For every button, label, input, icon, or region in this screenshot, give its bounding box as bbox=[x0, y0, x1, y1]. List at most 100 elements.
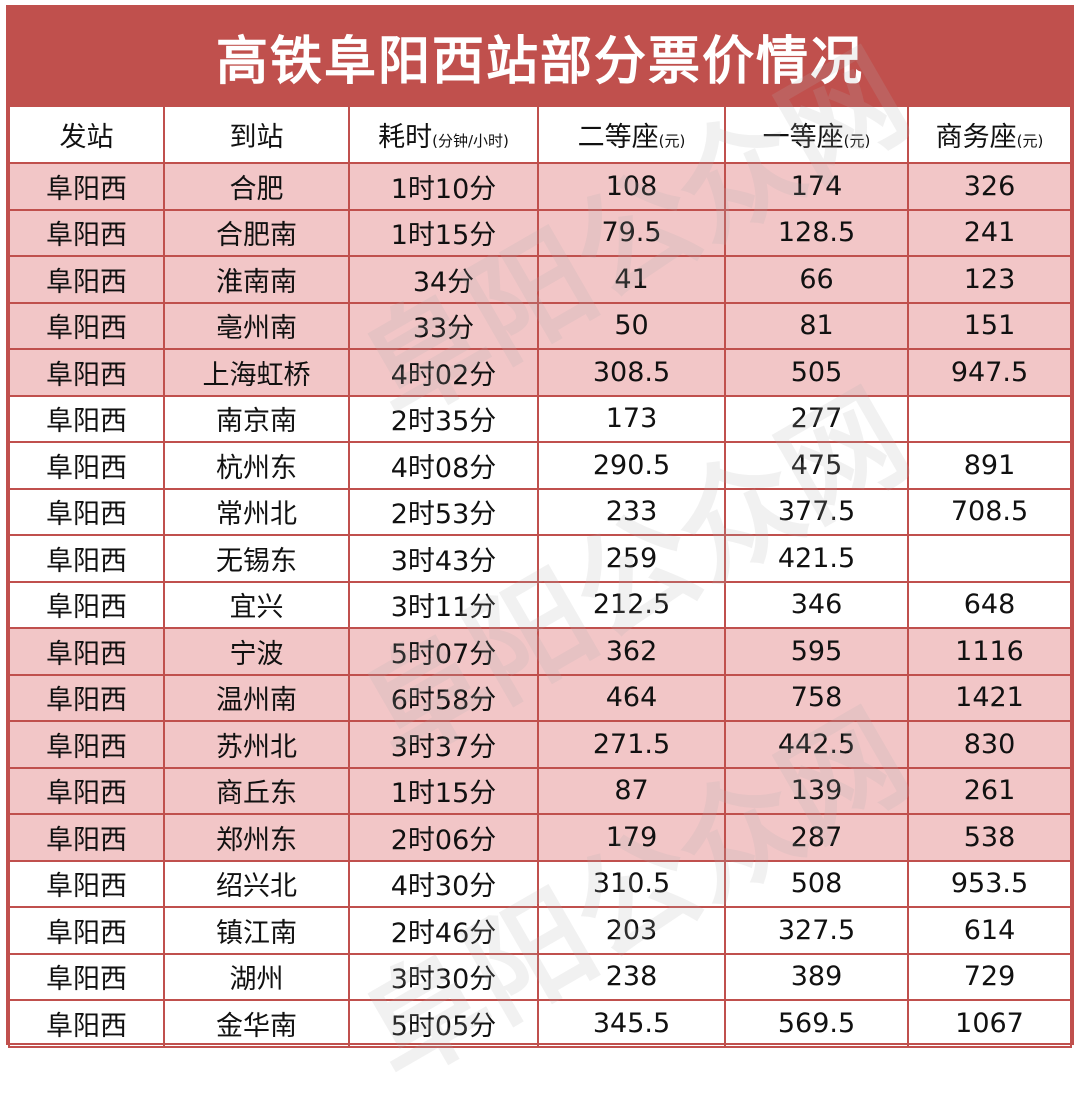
cell-to: 亳州南 bbox=[163, 301, 350, 350]
cell-time: 1时10分 bbox=[348, 162, 539, 211]
cell-time: 6时58分 bbox=[348, 673, 539, 722]
cell-time: 5时05分 bbox=[348, 999, 539, 1048]
cell-first: 174 bbox=[724, 162, 909, 211]
column-header-label: 商务座 bbox=[935, 122, 1017, 153]
cell-from: 阜阳西 bbox=[8, 394, 165, 443]
cell-second: 233 bbox=[537, 487, 726, 536]
table-row: 阜阳西 苏州北 3时37分 271.5 442.5 830 bbox=[8, 720, 1072, 769]
cell-to: 无锡东 bbox=[163, 534, 350, 583]
cell-from: 阜阳西 bbox=[8, 441, 165, 490]
column-header: 到站 bbox=[163, 105, 350, 164]
cell-second: 179 bbox=[537, 813, 726, 862]
cell-to: 杭州东 bbox=[163, 441, 350, 490]
cell-first: 389 bbox=[724, 952, 909, 1001]
column-header-unit: (元) bbox=[843, 132, 871, 150]
table-row: 阜阳西 温州南 6时58分 464 758 1421 bbox=[8, 673, 1072, 722]
cell-time: 3时37分 bbox=[348, 720, 539, 769]
cell-second: 173 bbox=[537, 394, 726, 443]
cell-from: 阜阳西 bbox=[8, 627, 165, 676]
cell-first: 595 bbox=[724, 627, 909, 676]
cell-from: 阜阳西 bbox=[8, 301, 165, 350]
column-header: 二等座(元) bbox=[537, 105, 726, 164]
cell-time: 1时15分 bbox=[348, 208, 539, 257]
table-row: 阜阳西 金华南 5时05分 345.5 569.5 1067 bbox=[8, 999, 1072, 1048]
cell-business: 123 bbox=[907, 255, 1072, 304]
cell-second: 345.5 bbox=[537, 999, 726, 1048]
cell-first: 81 bbox=[724, 301, 909, 350]
cell-first: 421.5 bbox=[724, 534, 909, 583]
cell-first: 287 bbox=[724, 813, 909, 862]
table-row: 阜阳西 亳州南 33分 50 81 151 bbox=[8, 301, 1072, 350]
fare-table: 发站 到站 耗时(分钟/小时) 二等座(元) 一等座(元) 商务座(元) 阜阳西 合肥 1时1… bbox=[8, 105, 1072, 1048]
cell-business bbox=[907, 394, 1072, 443]
cell-to: 淮南南 bbox=[163, 255, 350, 304]
cell-first: 346 bbox=[724, 580, 909, 629]
cell-to: 宜兴 bbox=[163, 580, 350, 629]
cell-second: 464 bbox=[537, 673, 726, 722]
cell-time: 4时08分 bbox=[348, 441, 539, 490]
table-row: 阜阳西 淮南南 34分 41 66 123 bbox=[8, 255, 1072, 304]
cell-to: 南京南 bbox=[163, 394, 350, 443]
table-row: 阜阳西 上海虹桥 4时02分 308.5 505 947.5 bbox=[8, 348, 1072, 397]
cell-from: 阜阳西 bbox=[8, 534, 165, 583]
cell-first: 508 bbox=[724, 859, 909, 908]
cell-time: 2时46分 bbox=[348, 906, 539, 955]
cell-to: 镇江南 bbox=[163, 906, 350, 955]
cell-to: 绍兴北 bbox=[163, 859, 350, 908]
cell-from: 阜阳西 bbox=[8, 766, 165, 815]
column-header-label: 耗时 bbox=[378, 122, 433, 153]
cell-business: 1116 bbox=[907, 627, 1072, 676]
cell-to: 商丘东 bbox=[163, 766, 350, 815]
fare-table-frame: 高铁阜阳西站部分票价情况 发站 到站 耗时(分钟/小时) 二等座(元) 一等座(元) 商务… bbox=[6, 5, 1074, 1048]
cell-first: 139 bbox=[724, 766, 909, 815]
cell-first: 66 bbox=[724, 255, 909, 304]
cell-business: 708.5 bbox=[907, 487, 1072, 536]
cell-time: 34分 bbox=[348, 255, 539, 304]
cell-business bbox=[907, 534, 1072, 583]
column-header-unit: (分钟/小时) bbox=[432, 132, 509, 150]
table-row: 阜阳西 湖州 3时30分 238 389 729 bbox=[8, 952, 1072, 1001]
cell-second: 108 bbox=[537, 162, 726, 211]
cell-business: 1421 bbox=[907, 673, 1072, 722]
table-row: 阜阳西 绍兴北 4时30分 310.5 508 953.5 bbox=[8, 859, 1072, 908]
cell-to: 上海虹桥 bbox=[163, 348, 350, 397]
table-row: 阜阳西 无锡东 3时43分 259 421.5 bbox=[8, 534, 1072, 583]
table-row: 阜阳西 杭州东 4时08分 290.5 475 891 bbox=[8, 441, 1072, 490]
cell-from: 阜阳西 bbox=[8, 813, 165, 862]
cell-time: 4时02分 bbox=[348, 348, 539, 397]
cell-business: 326 bbox=[907, 162, 1072, 211]
cell-from: 阜阳西 bbox=[8, 208, 165, 257]
cell-first: 442.5 bbox=[724, 720, 909, 769]
cell-time: 5时07分 bbox=[348, 627, 539, 676]
cell-time: 3时30分 bbox=[348, 952, 539, 1001]
cell-second: 259 bbox=[537, 534, 726, 583]
cell-to: 苏州北 bbox=[163, 720, 350, 769]
cell-second: 238 bbox=[537, 952, 726, 1001]
cell-business: 151 bbox=[907, 301, 1072, 350]
column-header: 发站 bbox=[8, 105, 165, 164]
table-row: 阜阳西 合肥南 1时15分 79.5 128.5 241 bbox=[8, 208, 1072, 257]
cell-time: 3时11分 bbox=[348, 580, 539, 629]
cell-from: 阜阳西 bbox=[8, 859, 165, 908]
cell-from: 阜阳西 bbox=[8, 952, 165, 1001]
cell-time: 4时30分 bbox=[348, 859, 539, 908]
cell-to: 金华南 bbox=[163, 999, 350, 1048]
cell-second: 290.5 bbox=[537, 441, 726, 490]
cell-from: 阜阳西 bbox=[8, 580, 165, 629]
table-row: 阜阳西 宜兴 3时11分 212.5 346 648 bbox=[8, 580, 1072, 629]
cell-business: 648 bbox=[907, 580, 1072, 629]
cell-to: 宁波 bbox=[163, 627, 350, 676]
cell-second: 308.5 bbox=[537, 348, 726, 397]
column-header: 一等座(元) bbox=[724, 105, 909, 164]
cell-business: 241 bbox=[907, 208, 1072, 257]
cell-business: 261 bbox=[907, 766, 1072, 815]
cell-business: 891 bbox=[907, 441, 1072, 490]
cell-time: 1时15分 bbox=[348, 766, 539, 815]
column-header-label: 发站 bbox=[59, 122, 114, 153]
cell-second: 50 bbox=[537, 301, 726, 350]
table-row: 阜阳西 郑州东 2时06分 179 287 538 bbox=[8, 813, 1072, 862]
cell-from: 阜阳西 bbox=[8, 906, 165, 955]
cell-second: 271.5 bbox=[537, 720, 726, 769]
cell-from: 阜阳西 bbox=[8, 348, 165, 397]
cell-to: 郑州东 bbox=[163, 813, 350, 862]
